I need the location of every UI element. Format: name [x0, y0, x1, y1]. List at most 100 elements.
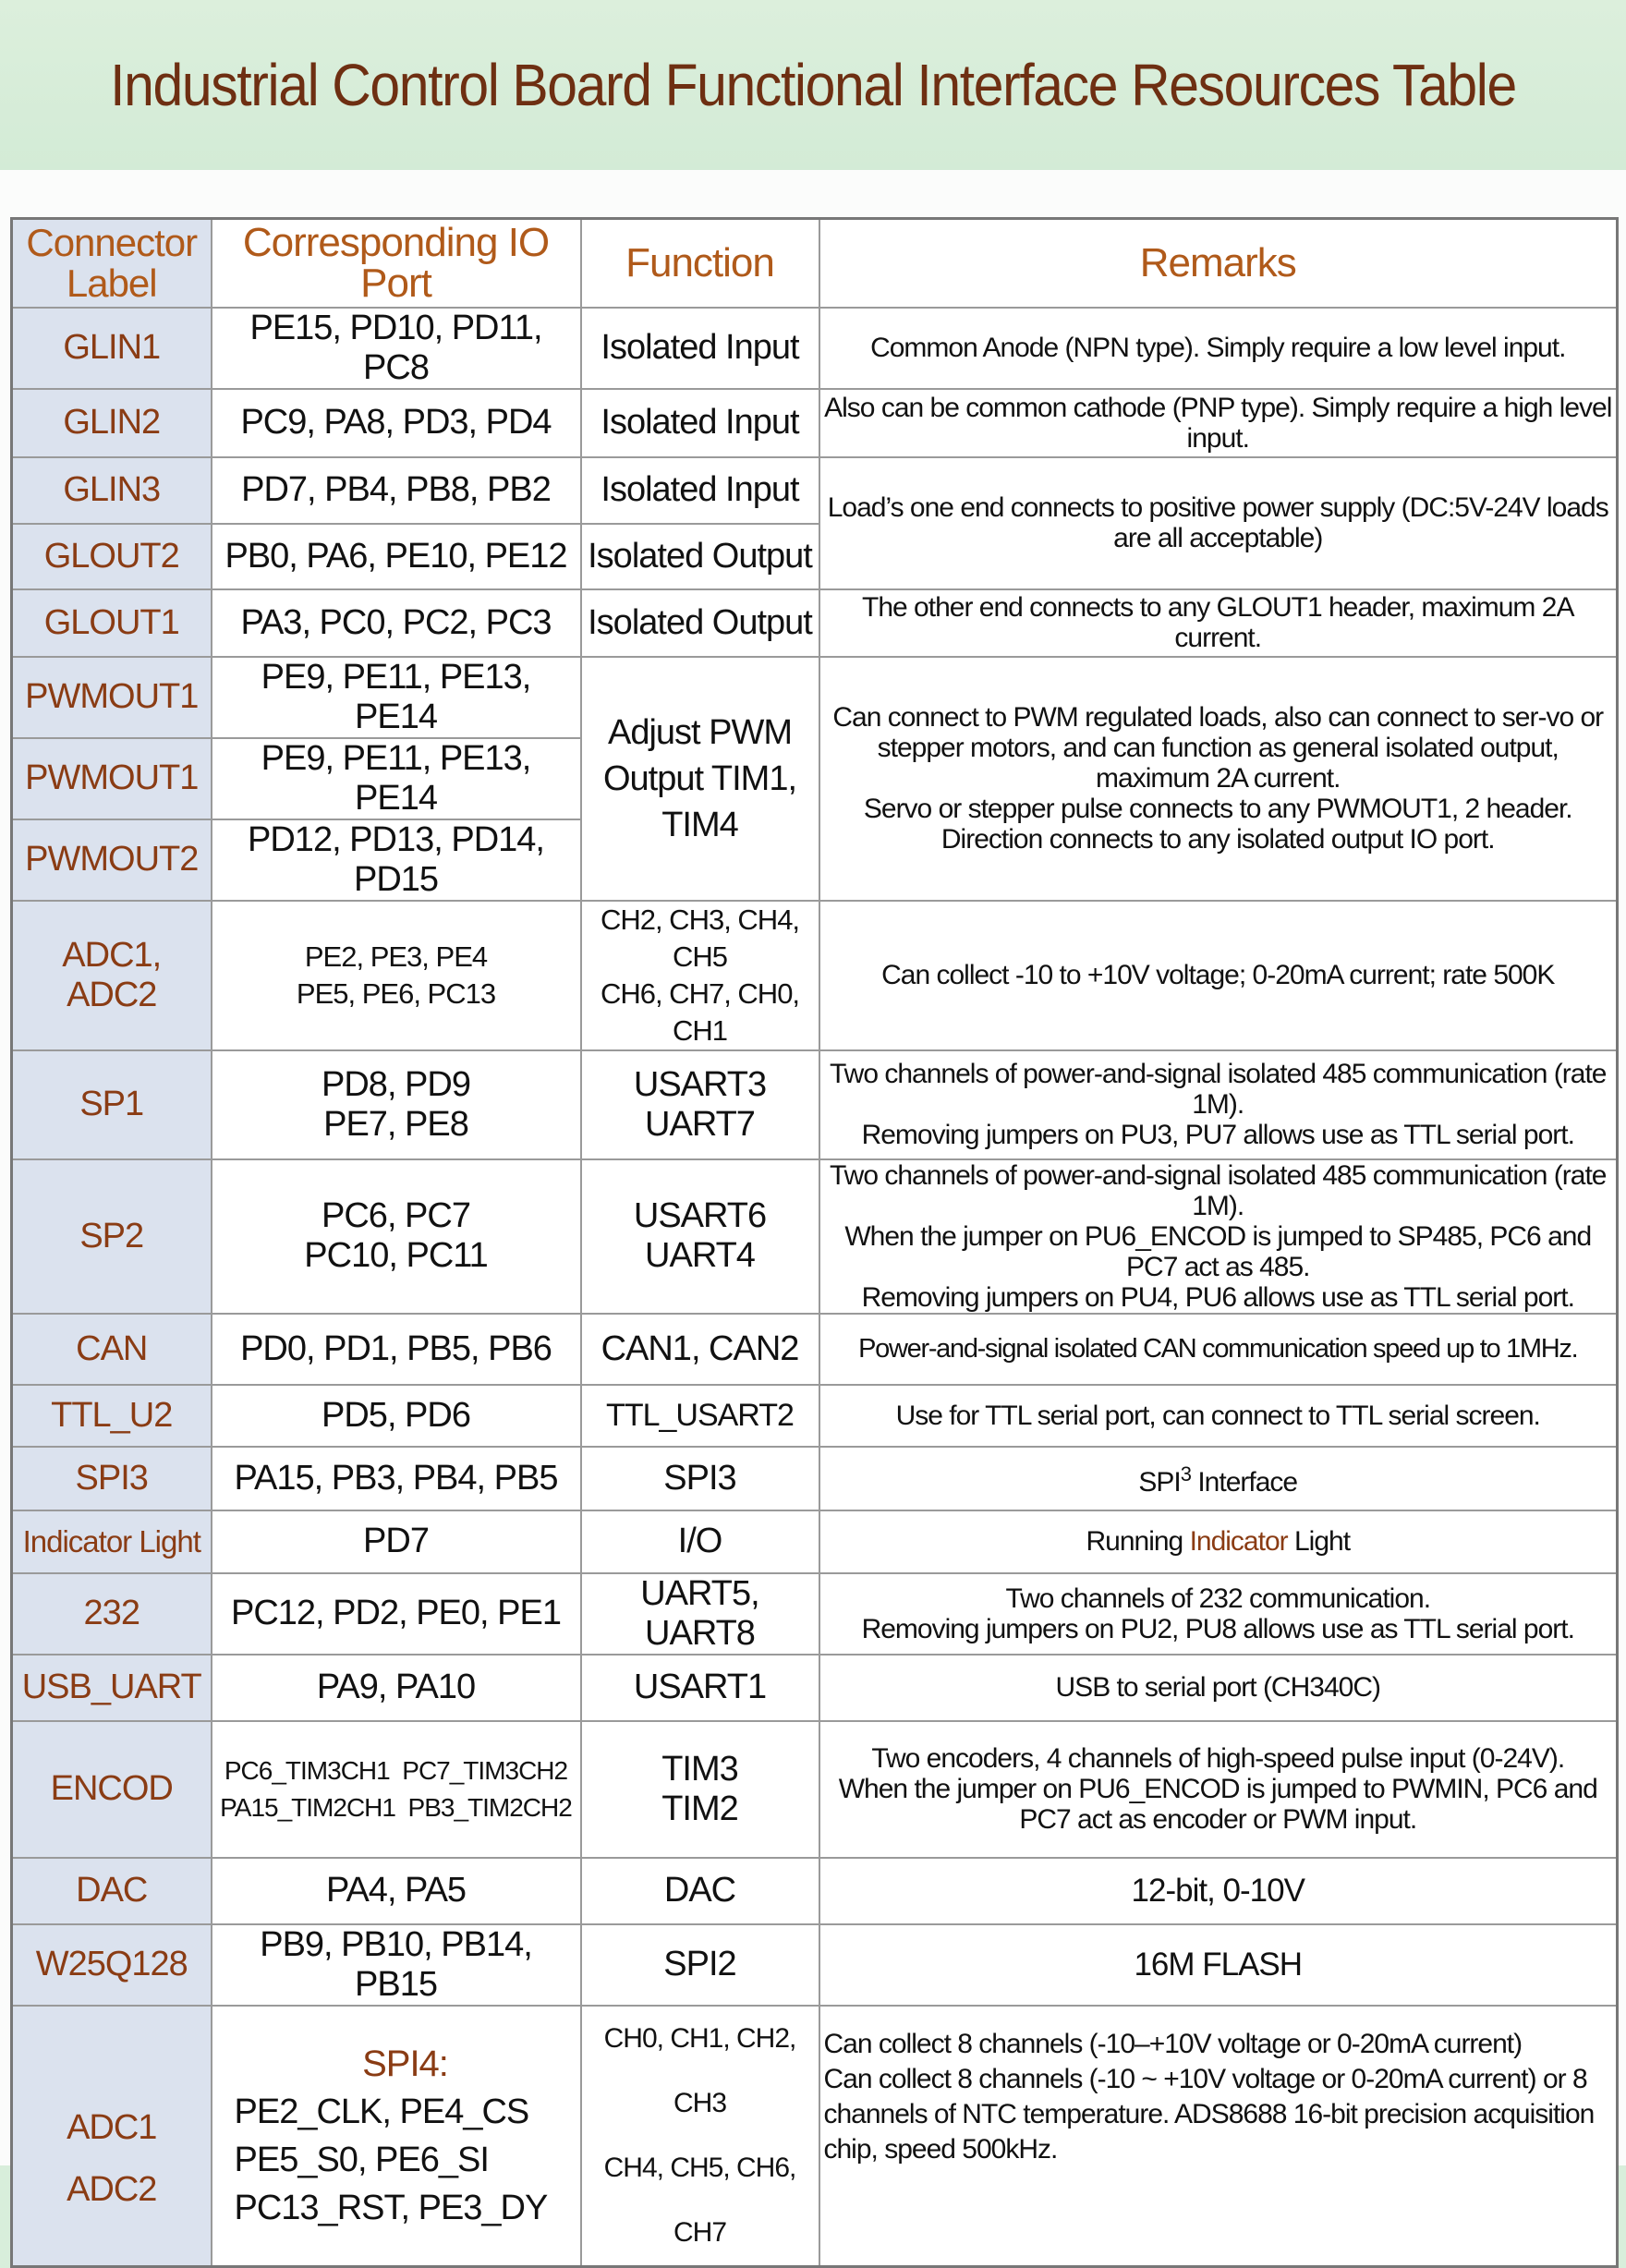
connector-label: USB_UART — [10, 1653, 212, 1722]
function-line: CH0, CH1, CH2, CH3 — [603, 2022, 797, 2118]
function: Isolated Input — [579, 455, 820, 525]
function-line: CH4, CH5, CH6, CH7 — [603, 2152, 797, 2248]
header-port: Corresponding IO Port — [210, 217, 582, 309]
port-line: PE5_S0, PE6_SI — [234, 2140, 490, 2179]
table-row: DAC PA4, PA5 DAC 12-bit, 0-10V — [10, 1856, 1619, 1925]
io-port: PA3, PC0, PC2, PC3 — [210, 588, 582, 658]
table-row: CAN PD0, PD1, PB5, PB6 CAN1, CAN2 Power-… — [10, 1312, 1619, 1386]
connector-label: GLIN1 — [10, 306, 212, 390]
function: TIM3 TIM2 — [579, 1719, 820, 1859]
function-line: USART3 — [633, 1064, 767, 1104]
function-line: UART7 — [645, 1104, 756, 1144]
table-row: PWMOUT2 PD12, PD13, PD14, PD15 — [10, 818, 1618, 902]
label-line: ADC1 — [67, 2107, 157, 2147]
label-line: ADC2 — [67, 2169, 157, 2209]
connector-label: SP2 — [10, 1158, 212, 1315]
table-row: SP2 PC6, PC7 PC10, PC11 USART6 UART4 Two… — [10, 1158, 1619, 1315]
io-port: PA15, PB3, PB4, PB5 — [210, 1445, 582, 1511]
function: TTL_USART2 — [579, 1383, 820, 1448]
connector-label: GLOUT1 — [10, 588, 212, 658]
io-port: PA9, PA10 — [210, 1653, 582, 1722]
title-band: Industrial Control Board Functional Inte… — [0, 0, 1626, 170]
connector-label: PWMOUT1 — [10, 736, 212, 820]
table-row: GLIN2 PC9, PA8, PD3, PD4 Isolated Input … — [10, 387, 1619, 458]
function: USART6 UART4 — [579, 1158, 820, 1315]
table-row: GLIN1 PE15, PD10, PD11, PC8 Isolated Inp… — [10, 306, 1619, 390]
connector-label: 232 — [10, 1571, 212, 1656]
port-line: PC10, PC11 — [304, 1236, 488, 1275]
table-row: TTL_U2 PD5, PD6 TTL_USART2 Use for TTL s… — [10, 1383, 1619, 1448]
header-label: Connector Label — [10, 217, 212, 309]
io-port: PA4, PA5 — [210, 1856, 582, 1925]
remark: Also can be common cathode (PNP type). S… — [818, 387, 1619, 458]
port-line: PE2_CLK, PE4_CS — [234, 2092, 530, 2131]
port-line: PE7, PE8 — [323, 1104, 469, 1144]
io-port: PB9, PB10, PB14, PB15 — [210, 1922, 582, 2007]
remark: Power-and-signal isolated CAN communicat… — [818, 1312, 1619, 1386]
io-port: PE2, PE3, PE4 PE5, PE6, PC13 — [210, 899, 582, 1051]
function: CAN1, CAN2 — [579, 1312, 820, 1386]
connector-label: SPI3 — [10, 1445, 212, 1511]
remark-line: Can collect 8 channels (-10–+10V voltage… — [823, 2028, 1523, 2059]
table-row: 232 PC12, PD2, PE0, PE1 UART5, UART8 Two… — [10, 1571, 1619, 1656]
remark-line: Two channels of power-and-signal isolate… — [830, 1059, 1607, 1120]
remark: SPI3 Interface — [818, 1445, 1619, 1511]
io-port: PD7, PB4, PB8, PB2 — [210, 455, 582, 525]
remark-line: Removing jumpers on PU2, PU8 allows use … — [861, 1613, 1575, 1644]
remark-superscript: 3 — [1180, 1462, 1192, 1486]
connector-label: W25Q128 — [10, 1922, 212, 2007]
io-port: PD7 — [210, 1509, 582, 1574]
table-row: PWMOUT1 PE9, PE11, PE13, PE14 — [10, 736, 1618, 820]
remark: Common Anode (NPN type). Simply require … — [818, 306, 1619, 390]
table-row: SP1 PD8, PD9 PE7, PE8 USART3 UART7 Two c… — [10, 1049, 1619, 1160]
connector-label: TTL_U2 — [10, 1383, 212, 1448]
port-line: PD8, PD9 — [322, 1064, 471, 1104]
function-line: TIM2 — [661, 1789, 739, 1828]
remark: Two channels of 232 communication. Remov… — [818, 1571, 1619, 1656]
io-port: SPI4: PE2_CLK, PE4_CS PE5_S0, PE6_SI PC1… — [210, 2004, 582, 2267]
table-row: GLIN3 PD7, PB4, PB8, PB2 Isolated Input … — [10, 455, 1619, 590]
remark: The other end connects to any GLOUT1 hea… — [818, 588, 1619, 658]
table-row: ADC1 ADC2 SPI4: PE2_CLK, PE4_CS PE5_S0, … — [10, 2004, 1619, 2267]
connector-label: GLOUT2 — [10, 522, 212, 590]
port-line: PA15_TIM2CH1 PB3_TIM2CH2 — [220, 1792, 573, 1822]
remark-line: Servo or stepper pulse connects to any P… — [863, 794, 1573, 855]
table-row: Indicator Light PD7 I/O Running Indicato… — [10, 1509, 1619, 1574]
remark-line: Two encoders, 4 channels of high-speed p… — [871, 1743, 1565, 1774]
io-port: PC9, PA8, PD3, PD4 — [210, 387, 582, 458]
header-row: Connector Label Corresponding IO Port Fu… — [10, 217, 1619, 309]
remark-line: When the jumper on PU6_ENCOD is jumped t… — [838, 1774, 1598, 1835]
connector-label: ENCOD — [10, 1719, 212, 1859]
remark-highlight: Indicator — [1189, 1526, 1289, 1557]
remark: Load’s one end connects to positive powe… — [818, 455, 1619, 590]
io-port: PD12, PD13, PD14, PD15 — [210, 818, 582, 902]
function: Isolated Input — [579, 306, 820, 390]
remark: Two channels of power-and-signal isolate… — [818, 1049, 1619, 1160]
remark: 12-bit, 0-10V — [818, 1856, 1619, 1925]
function: DAC — [579, 1856, 820, 1925]
spi4-title: SPI4: — [362, 2043, 449, 2084]
table-row: W25Q128 PB9, PB10, PB14, PB15 SPI2 16M F… — [10, 1922, 1619, 2007]
connector-label: Indicator Light — [10, 1509, 212, 1574]
connector-label: CAN — [10, 1312, 212, 1386]
remark: USB to serial port (CH340C) — [818, 1653, 1619, 1722]
remark: Running Indicator Light — [818, 1509, 1619, 1574]
remark-text: Light — [1287, 1526, 1351, 1557]
connector-label: ADC1, ADC2 — [10, 899, 212, 1051]
remark-line: Two channels of power-and-signal isolate… — [830, 1159, 1607, 1221]
io-port: PE15, PD10, PD11, PC8 — [210, 306, 582, 390]
remark: Two encoders, 4 channels of high-speed p… — [818, 1719, 1619, 1859]
table-row: PWMOUT1 PE9, PE11, PE13, PE14 Adjust PWM… — [10, 655, 1619, 902]
remark-line: Removing jumpers on PU3, PU7 allows use … — [861, 1120, 1575, 1150]
table-row: SPI3 PA15, PB3, PB4, PB5 SPI3 SPI3 Inter… — [10, 1445, 1619, 1511]
function: Isolated Output — [579, 588, 820, 658]
function: CH0, CH1, CH2, CH3 CH4, CH5, CH6, CH7 — [579, 2004, 820, 2267]
header-function: Function — [579, 217, 820, 309]
remark-line: Can collect 8 channels (-10 ~ +10V volta… — [823, 2063, 1596, 2165]
page-title: Industrial Control Board Functional Inte… — [110, 52, 1517, 118]
port-line: PC13_RST, PE3_DY — [234, 2188, 549, 2227]
table-row: GLOUT1 PA3, PC0, PC2, PC3 Isolated Outpu… — [10, 588, 1619, 658]
remark-text: Interface — [1191, 1467, 1298, 1498]
function: USART3 UART7 — [579, 1049, 820, 1160]
remark-text: Running — [1086, 1526, 1190, 1557]
